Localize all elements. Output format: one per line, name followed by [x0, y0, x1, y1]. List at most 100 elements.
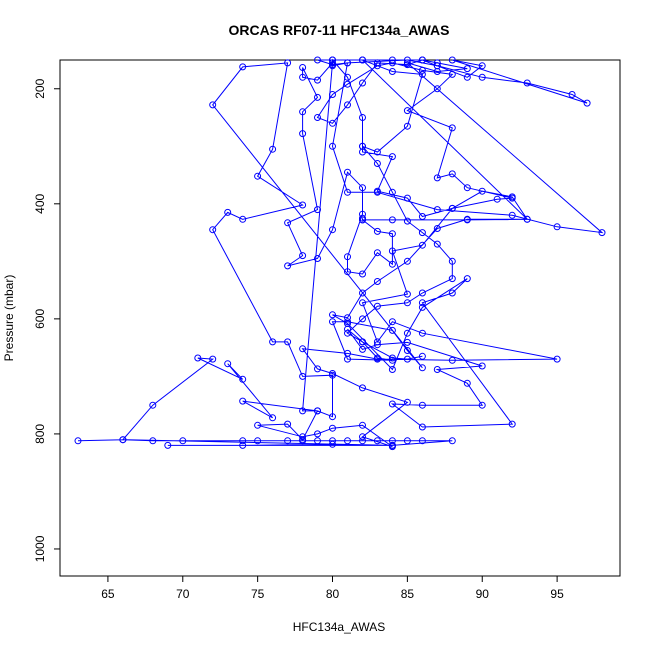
data-point	[403, 194, 411, 202]
data-point	[403, 107, 411, 115]
data-point	[523, 79, 531, 87]
data-point	[299, 108, 307, 116]
data-point	[388, 230, 396, 238]
data-point	[344, 329, 351, 337]
data-point	[388, 354, 396, 362]
data-point	[448, 204, 456, 212]
data-point	[284, 59, 292, 67]
x-tick-label: 75	[251, 587, 265, 601]
chart-title: ORCAS RF07-11 HFC134a_AWAS	[229, 22, 450, 38]
data-point	[254, 172, 262, 180]
data-point	[373, 302, 381, 310]
data-point	[388, 326, 396, 334]
data-point	[359, 184, 366, 192]
data-point	[388, 59, 396, 67]
data-point	[299, 252, 307, 260]
data-point	[359, 384, 366, 392]
data-point	[329, 91, 336, 98]
data-point	[314, 206, 321, 214]
data-point	[239, 441, 247, 449]
data-point	[403, 217, 411, 225]
data-point	[344, 318, 351, 326]
data-point	[373, 227, 381, 235]
data-point	[373, 278, 381, 285]
y-axis-label: Pressure (mbar)	[2, 275, 16, 362]
data-point	[448, 356, 456, 364]
data-point	[314, 114, 321, 121]
data-point	[344, 168, 351, 176]
data-point	[239, 63, 247, 71]
data-point	[359, 79, 366, 87]
x-tick-label: 90	[476, 587, 490, 601]
data-point	[403, 398, 411, 406]
series-line	[77, 58, 604, 448]
data-point	[433, 366, 441, 373]
data-point	[239, 397, 247, 405]
data-point	[388, 247, 396, 255]
y-tick-label: 200	[33, 78, 47, 98]
data-point	[344, 59, 351, 67]
data-point	[299, 372, 307, 380]
data-point	[448, 170, 456, 178]
data-point	[433, 174, 441, 182]
x-axis-label: HFC134a_AWAS	[293, 620, 385, 634]
data-point	[284, 262, 292, 270]
data-point	[314, 407, 321, 415]
data-point	[344, 268, 351, 276]
data-point	[553, 355, 561, 363]
data-point	[359, 216, 366, 224]
data-point	[344, 437, 351, 445]
x-tick-label: 80	[326, 587, 340, 601]
data-point	[403, 299, 411, 307]
data-point	[299, 407, 307, 415]
data-point	[299, 201, 307, 209]
data-point	[448, 275, 456, 283]
data-point	[344, 73, 351, 81]
data-point	[74, 437, 82, 445]
data-point	[463, 65, 471, 73]
data-point	[329, 311, 336, 319]
data-point	[418, 364, 426, 372]
data-point	[418, 423, 426, 431]
data-point	[373, 59, 381, 67]
data-point	[448, 124, 456, 132]
data-point	[418, 70, 426, 78]
data-point	[149, 401, 157, 409]
data-point	[403, 347, 411, 354]
data-point	[329, 56, 336, 64]
data-point	[403, 338, 411, 346]
data-point	[359, 421, 366, 429]
data-point	[403, 290, 411, 298]
data-point	[373, 148, 381, 156]
data-point	[478, 187, 486, 195]
data-point	[359, 338, 366, 346]
data-point	[373, 338, 381, 346]
data-point	[359, 56, 366, 64]
data-point	[299, 64, 307, 71]
data-point	[373, 437, 381, 445]
data-point	[448, 70, 456, 78]
data-point	[359, 299, 366, 307]
data-point	[388, 153, 396, 161]
data-point	[403, 59, 411, 67]
data-point	[433, 59, 441, 67]
data-point	[553, 223, 561, 231]
data-point	[344, 80, 351, 88]
data-point	[299, 130, 307, 138]
data-point	[314, 365, 321, 373]
x-tick-label: 85	[401, 587, 415, 601]
data-point	[373, 188, 381, 196]
data-point	[284, 420, 292, 428]
data-point	[418, 299, 426, 307]
data-point	[239, 375, 247, 383]
data-point	[418, 66, 426, 74]
data-point	[359, 315, 366, 323]
data-point	[359, 270, 366, 278]
data-point	[299, 73, 307, 81]
data-point	[388, 68, 396, 75]
data-point	[433, 68, 441, 75]
data-point	[388, 260, 396, 268]
data-point	[359, 437, 366, 445]
data-point	[209, 101, 217, 109]
